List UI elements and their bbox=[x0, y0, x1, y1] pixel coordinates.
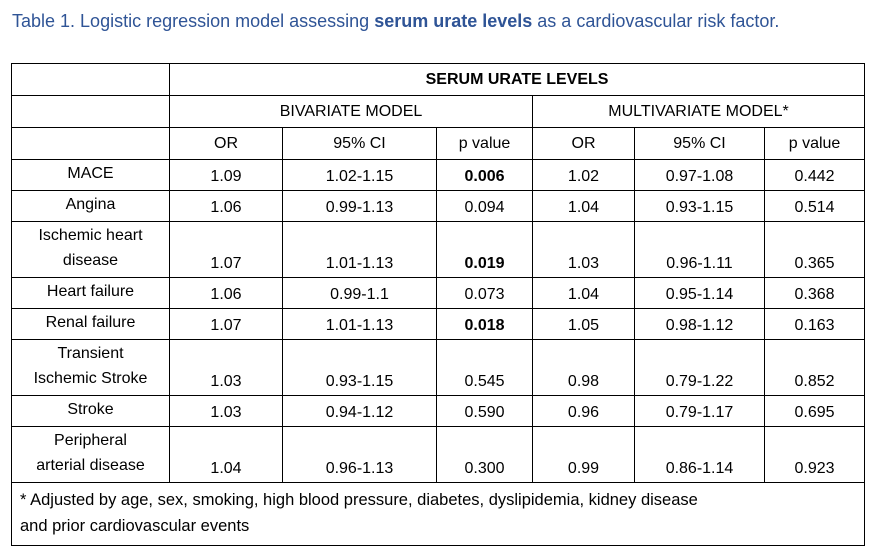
table-cell: 1.04 bbox=[532, 190, 635, 222]
table-cell: 0.96 bbox=[532, 395, 635, 427]
table-body: MACE 1.09 1.02-1.15 0.006 1.02 0.97-1.08 0.442… bbox=[11, 159, 866, 483]
table-cell: 0.019 bbox=[436, 221, 533, 278]
table-cell: 0.442 bbox=[763, 159, 866, 191]
title-bold-phrase: serum urate levels bbox=[374, 11, 533, 31]
table-cell: 1.03 bbox=[169, 339, 283, 396]
table-cell: 0.590 bbox=[436, 395, 533, 427]
table-row: Peripheral arterial disease 1.04 0.96-1.13… bbox=[11, 426, 866, 483]
table-cell: 1.03 bbox=[532, 221, 635, 278]
table-cell: 0.695 bbox=[763, 395, 866, 427]
stat-header-row: OR 95% CI p value OR 95% CI p value bbox=[11, 127, 866, 160]
table-row: Heart failure 1.06 0.99-1.1 0.073 1.04 0.95-1… bbox=[11, 277, 866, 309]
table-cell: 0.094 bbox=[436, 190, 533, 222]
group-header-row: SERUM URATE LEVELS bbox=[11, 63, 866, 96]
footnote: * Adjusted by age, sex, smoking, high bl… bbox=[10, 482, 866, 546]
col-header-ci-bivariate: 95% CI bbox=[282, 127, 437, 160]
table-cell: 1.01-1.13 bbox=[282, 308, 437, 340]
table-cell: 1.04 bbox=[169, 426, 283, 483]
row-label: Transient Ischemic Stroke bbox=[11, 339, 170, 396]
table-cell: 0.514 bbox=[763, 190, 866, 222]
table-cell: 0.923 bbox=[763, 426, 866, 483]
table-row: MACE 1.09 1.02-1.15 0.006 1.02 0.97-1.08 0.442 bbox=[11, 159, 866, 191]
col-header-or-bivariate: OR bbox=[169, 127, 283, 160]
table-cell: 0.79-1.17 bbox=[634, 395, 765, 427]
table-cell: 1.05 bbox=[532, 308, 635, 340]
table-cell: 1.02-1.15 bbox=[282, 159, 437, 191]
row-label: Ischemic heart disease bbox=[11, 221, 170, 278]
table-cell: 1.03 bbox=[169, 395, 283, 427]
empty-corner-cell bbox=[11, 63, 170, 96]
table-cell: 0.018 bbox=[436, 308, 533, 340]
group-header-cell: SERUM URATE LEVELS bbox=[168, 63, 866, 96]
table-cell: 0.300 bbox=[436, 426, 533, 483]
table-cell: 0.99-1.1 bbox=[282, 277, 437, 309]
table-row: Renal failure 1.07 1.01-1.13 0.018 1.05 0.98-… bbox=[11, 308, 866, 340]
table-cell: 1.04 bbox=[532, 277, 635, 309]
row-label: Heart failure bbox=[11, 277, 170, 309]
table-cell: 0.006 bbox=[436, 159, 533, 191]
table-cell: 0.98 bbox=[532, 339, 635, 396]
table-header: SERUM URATE LEVELS BIVARIATE MODEL MULTI… bbox=[11, 63, 866, 160]
multivariate-model-header: MULTIVARIATE MODEL* bbox=[531, 95, 866, 128]
table-cell: 0.073 bbox=[436, 277, 533, 309]
row-label: Peripheral arterial disease bbox=[11, 426, 170, 483]
regression-table: SERUM URATE LEVELS BIVARIATE MODEL MULTI… bbox=[10, 63, 866, 546]
table-cell: 0.368 bbox=[763, 277, 866, 309]
table-footer: * Adjusted by age, sex, smoking, high bl… bbox=[10, 482, 866, 546]
col-header-pvalue-multivariate: p value bbox=[763, 127, 866, 160]
table-cell: 0.852 bbox=[763, 339, 866, 396]
row-label: Angina bbox=[11, 190, 170, 222]
table-cell: 0.93-1.15 bbox=[282, 339, 437, 396]
col-header-ci-multivariate: 95% CI bbox=[634, 127, 765, 160]
table-row: Stroke 1.03 0.94-1.12 0.590 0.96 0.79-1.17 0.6… bbox=[11, 395, 866, 427]
table-row: Ischemic heart disease 1.07 1.01-1.13 0.019… bbox=[11, 221, 866, 278]
table-cell: 0.96-1.13 bbox=[282, 426, 437, 483]
table-row: Angina 1.06 0.99-1.13 0.094 1.04 0.93-1.15 0.5… bbox=[11, 190, 866, 222]
table-cell: 0.96-1.11 bbox=[634, 221, 765, 278]
title-prefix: Table 1. Logistic regression model asses… bbox=[12, 11, 375, 31]
row-label: Stroke bbox=[11, 395, 170, 427]
table-row: Transient Ischemic Stroke 1.03 0.93-1.15 0.… bbox=[11, 339, 866, 396]
table-cell: 0.86-1.14 bbox=[634, 426, 765, 483]
table-cell: 0.99-1.13 bbox=[282, 190, 437, 222]
bivariate-model-header: BIVARIATE MODEL bbox=[169, 95, 533, 128]
empty-corner-cell bbox=[11, 95, 170, 128]
table-cell: 0.97-1.08 bbox=[634, 159, 765, 191]
table-cell: 0.98-1.12 bbox=[634, 308, 765, 340]
table-cell: 0.99 bbox=[532, 426, 635, 483]
table-cell: 1.02 bbox=[532, 159, 635, 191]
table-cell: 1.01-1.13 bbox=[282, 221, 437, 278]
model-header-row: BIVARIATE MODEL MULTIVARIATE MODEL* bbox=[11, 95, 866, 128]
table-cell: 0.163 bbox=[763, 308, 866, 340]
table-cell: 0.365 bbox=[763, 221, 866, 278]
table-cell: 1.09 bbox=[169, 159, 283, 191]
row-label: MACE bbox=[11, 159, 170, 191]
empty-corner-cell bbox=[11, 127, 170, 160]
title-suffix: as a cardiovascular risk factor. bbox=[532, 11, 780, 31]
col-header-pvalue-bivariate: p value bbox=[436, 127, 533, 160]
footnote-row: * Adjusted by age, sex, smoking, high bl… bbox=[10, 482, 866, 546]
table-cell: 0.94-1.12 bbox=[282, 395, 437, 427]
row-label: Renal failure bbox=[11, 308, 170, 340]
table-cell: 1.07 bbox=[169, 221, 283, 278]
table-cell: 0.545 bbox=[436, 339, 533, 396]
page-title: Table 1. Logistic regression model asses… bbox=[12, 10, 877, 32]
table-cell: 0.95-1.14 bbox=[634, 277, 765, 309]
col-header-or-multivariate: OR bbox=[532, 127, 635, 160]
table-cell: 0.79-1.22 bbox=[634, 339, 765, 396]
table-cell: 0.93-1.15 bbox=[634, 190, 765, 222]
table-cell: 1.06 bbox=[169, 277, 283, 309]
table-cell: 1.06 bbox=[169, 190, 283, 222]
table-cell: 1.07 bbox=[169, 308, 283, 340]
